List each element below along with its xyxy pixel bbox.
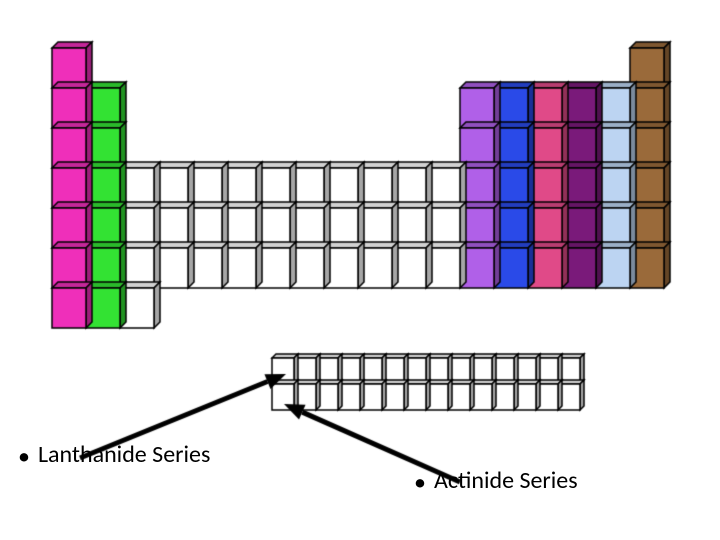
actinide-text: Actinide Series (434, 466, 578, 495)
actinide-label: • Actinide Series (414, 466, 578, 497)
bullet-icon: • (18, 442, 30, 471)
bullet-icon: • (414, 468, 426, 497)
lanthanide-label: • Lanthanide Series (18, 440, 210, 471)
lanthanide-text: Lanthanide Series (38, 440, 210, 469)
